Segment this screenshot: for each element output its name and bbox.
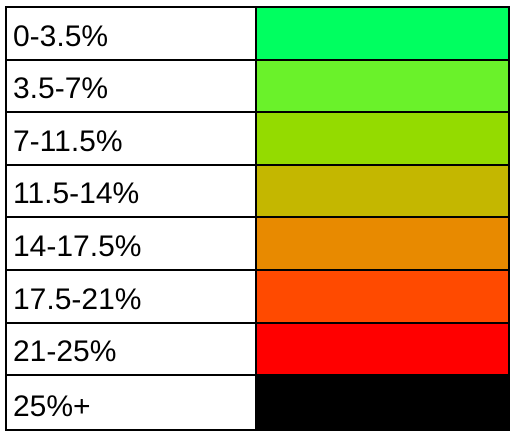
- legend-label: 14-17.5%: [6, 217, 256, 270]
- legend-swatch: [256, 7, 509, 60]
- legend-row: 25%+: [6, 375, 509, 430]
- legend-swatch: [256, 217, 509, 270]
- legend-swatch: [256, 60, 509, 113]
- legend-row: 17.5-21%: [6, 270, 509, 323]
- legend-label: 21-25%: [6, 323, 256, 376]
- legend-label: 11.5-14%: [6, 165, 256, 218]
- legend-label: 17.5-21%: [6, 270, 256, 323]
- legend-row: 0-3.5%: [6, 7, 509, 60]
- legend-swatch: [256, 165, 509, 218]
- legend-row: 7-11.5%: [6, 112, 509, 165]
- legend-row: 21-25%: [6, 323, 509, 376]
- legend-row: 14-17.5%: [6, 217, 509, 270]
- legend-label: 0-3.5%: [6, 7, 256, 60]
- color-legend-table: 0-3.5% 3.5-7% 7-11.5% 11.5-14% 14-17.5% …: [5, 6, 510, 431]
- legend-swatch: [256, 270, 509, 323]
- legend-swatch: [256, 323, 509, 376]
- legend-row: 11.5-14%: [6, 165, 509, 218]
- legend-label: 3.5-7%: [6, 60, 256, 113]
- legend-label: 7-11.5%: [6, 112, 256, 165]
- legend-swatch: [256, 375, 509, 430]
- legend-swatch: [256, 112, 509, 165]
- legend-label: 25%+: [6, 375, 256, 430]
- legend-row: 3.5-7%: [6, 60, 509, 113]
